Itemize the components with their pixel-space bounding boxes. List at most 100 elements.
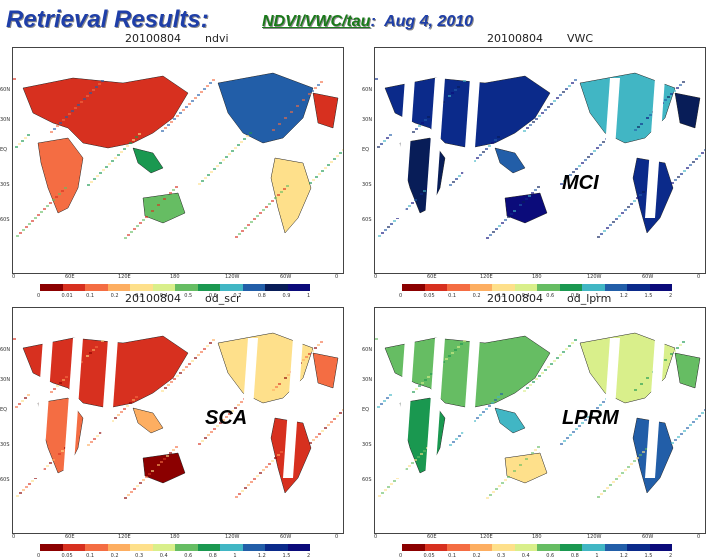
colorbar-swatch [537,544,560,551]
data-pixel [52,459,55,461]
data-pixel [596,147,599,149]
data-pixel [114,417,117,419]
lon-label: 180 [532,534,542,540]
data-pixel [566,177,569,179]
data-pixel [272,129,275,131]
data-pixel [575,168,578,170]
data-pixel [28,223,31,225]
data-pixel [516,467,519,469]
colorbar-tick-label: 1.5 [282,553,291,559]
colorbar-tick-label: 0.6 [546,293,555,299]
data-pixel [318,433,321,435]
data-pixel [427,116,430,118]
land-region [142,452,186,484]
data-pixel [523,390,526,392]
data-pixel [676,347,679,349]
data-pixel [160,461,163,463]
colorbar-tick-label: 0.9 [282,293,291,299]
land-region [132,147,164,174]
data-pixel [172,189,175,191]
data-pixel [111,160,114,162]
data-pixel [473,160,476,162]
data-pixel [58,193,61,195]
panel-od-scr: 20100804 od_scr 60N 30N EQ 30S 60S 0 60E 120E 180 1… [0,292,355,559]
data-pixel [457,346,460,348]
data-pixel [587,156,590,158]
data-pixel [569,434,572,436]
data-pixel [489,234,492,236]
lon-label: 60W [280,274,292,280]
data-pixel [544,109,547,111]
data-pixel [53,128,56,130]
data-pixel [225,416,228,418]
colorbar-tick-label: 0.05 [423,553,435,559]
data-pixel [603,490,606,492]
data-pixel [606,487,609,489]
data-pixel [22,229,25,231]
data-pixel [241,490,244,492]
data-pixel [578,165,581,167]
data-pixel [64,187,67,189]
data-pixel [235,236,238,238]
swath-gap [395,78,415,218]
data-pixel [423,190,426,192]
data-pixel [16,235,19,237]
data-pixel [390,223,393,225]
data-pixel [531,192,534,194]
data-pixel [476,417,479,419]
lon-label: 60E [65,274,75,280]
data-pixel [281,380,284,382]
data-pixel [166,195,169,197]
data-pixel [529,384,532,386]
data-pixel [320,81,323,83]
colorbar-swatch [242,544,265,551]
data-pixel [683,430,686,432]
data-pixel [24,137,27,139]
data-pixel [421,122,424,124]
data-pixel [197,94,200,96]
data-pixel [417,196,420,198]
data-pixel [387,486,390,488]
data-pixel [95,86,98,88]
data-pixel [556,97,559,99]
data-pixel [117,154,120,156]
data-pixel [311,350,314,352]
data-pixel [299,102,302,104]
colorbar-tick-label: 0.2 [472,293,481,299]
data-pixel [479,414,482,416]
lon-label: 60E [65,534,75,540]
data-pixel [28,483,31,485]
data-pixel [485,408,488,410]
lat-label: EQ [362,147,370,153]
data-pixel [15,146,18,148]
colorbar-swatch [197,284,220,291]
data-pixel [455,178,458,180]
data-pixel [22,489,25,491]
data-pixel [639,454,642,456]
land-region [674,92,701,129]
panel-variable: VWC [567,32,594,45]
data-pixel [206,85,209,87]
data-pixel [126,405,129,407]
data-pixel [293,108,296,110]
lon-label: 180 [170,274,180,280]
data-pixel [209,342,212,344]
colorbar-tick-label: 0 [399,553,403,559]
data-pixel [138,393,141,395]
data-pixel [265,466,268,468]
data-pixel [163,198,166,200]
data-pixel [302,99,305,101]
lat-label: 60S [0,477,10,483]
colorbar [402,284,672,291]
data-pixel [210,431,213,433]
data-pixel [513,210,516,212]
data-pixel [53,388,56,390]
data-pixel [682,341,685,343]
data-pixel [377,406,380,408]
data-pixel [537,446,540,448]
data-pixel [164,387,167,389]
colorbar-swatch [604,544,627,551]
colorbar-tick-label: 0.1 [448,293,457,299]
data-pixel [532,121,535,123]
data-pixel [498,225,501,227]
